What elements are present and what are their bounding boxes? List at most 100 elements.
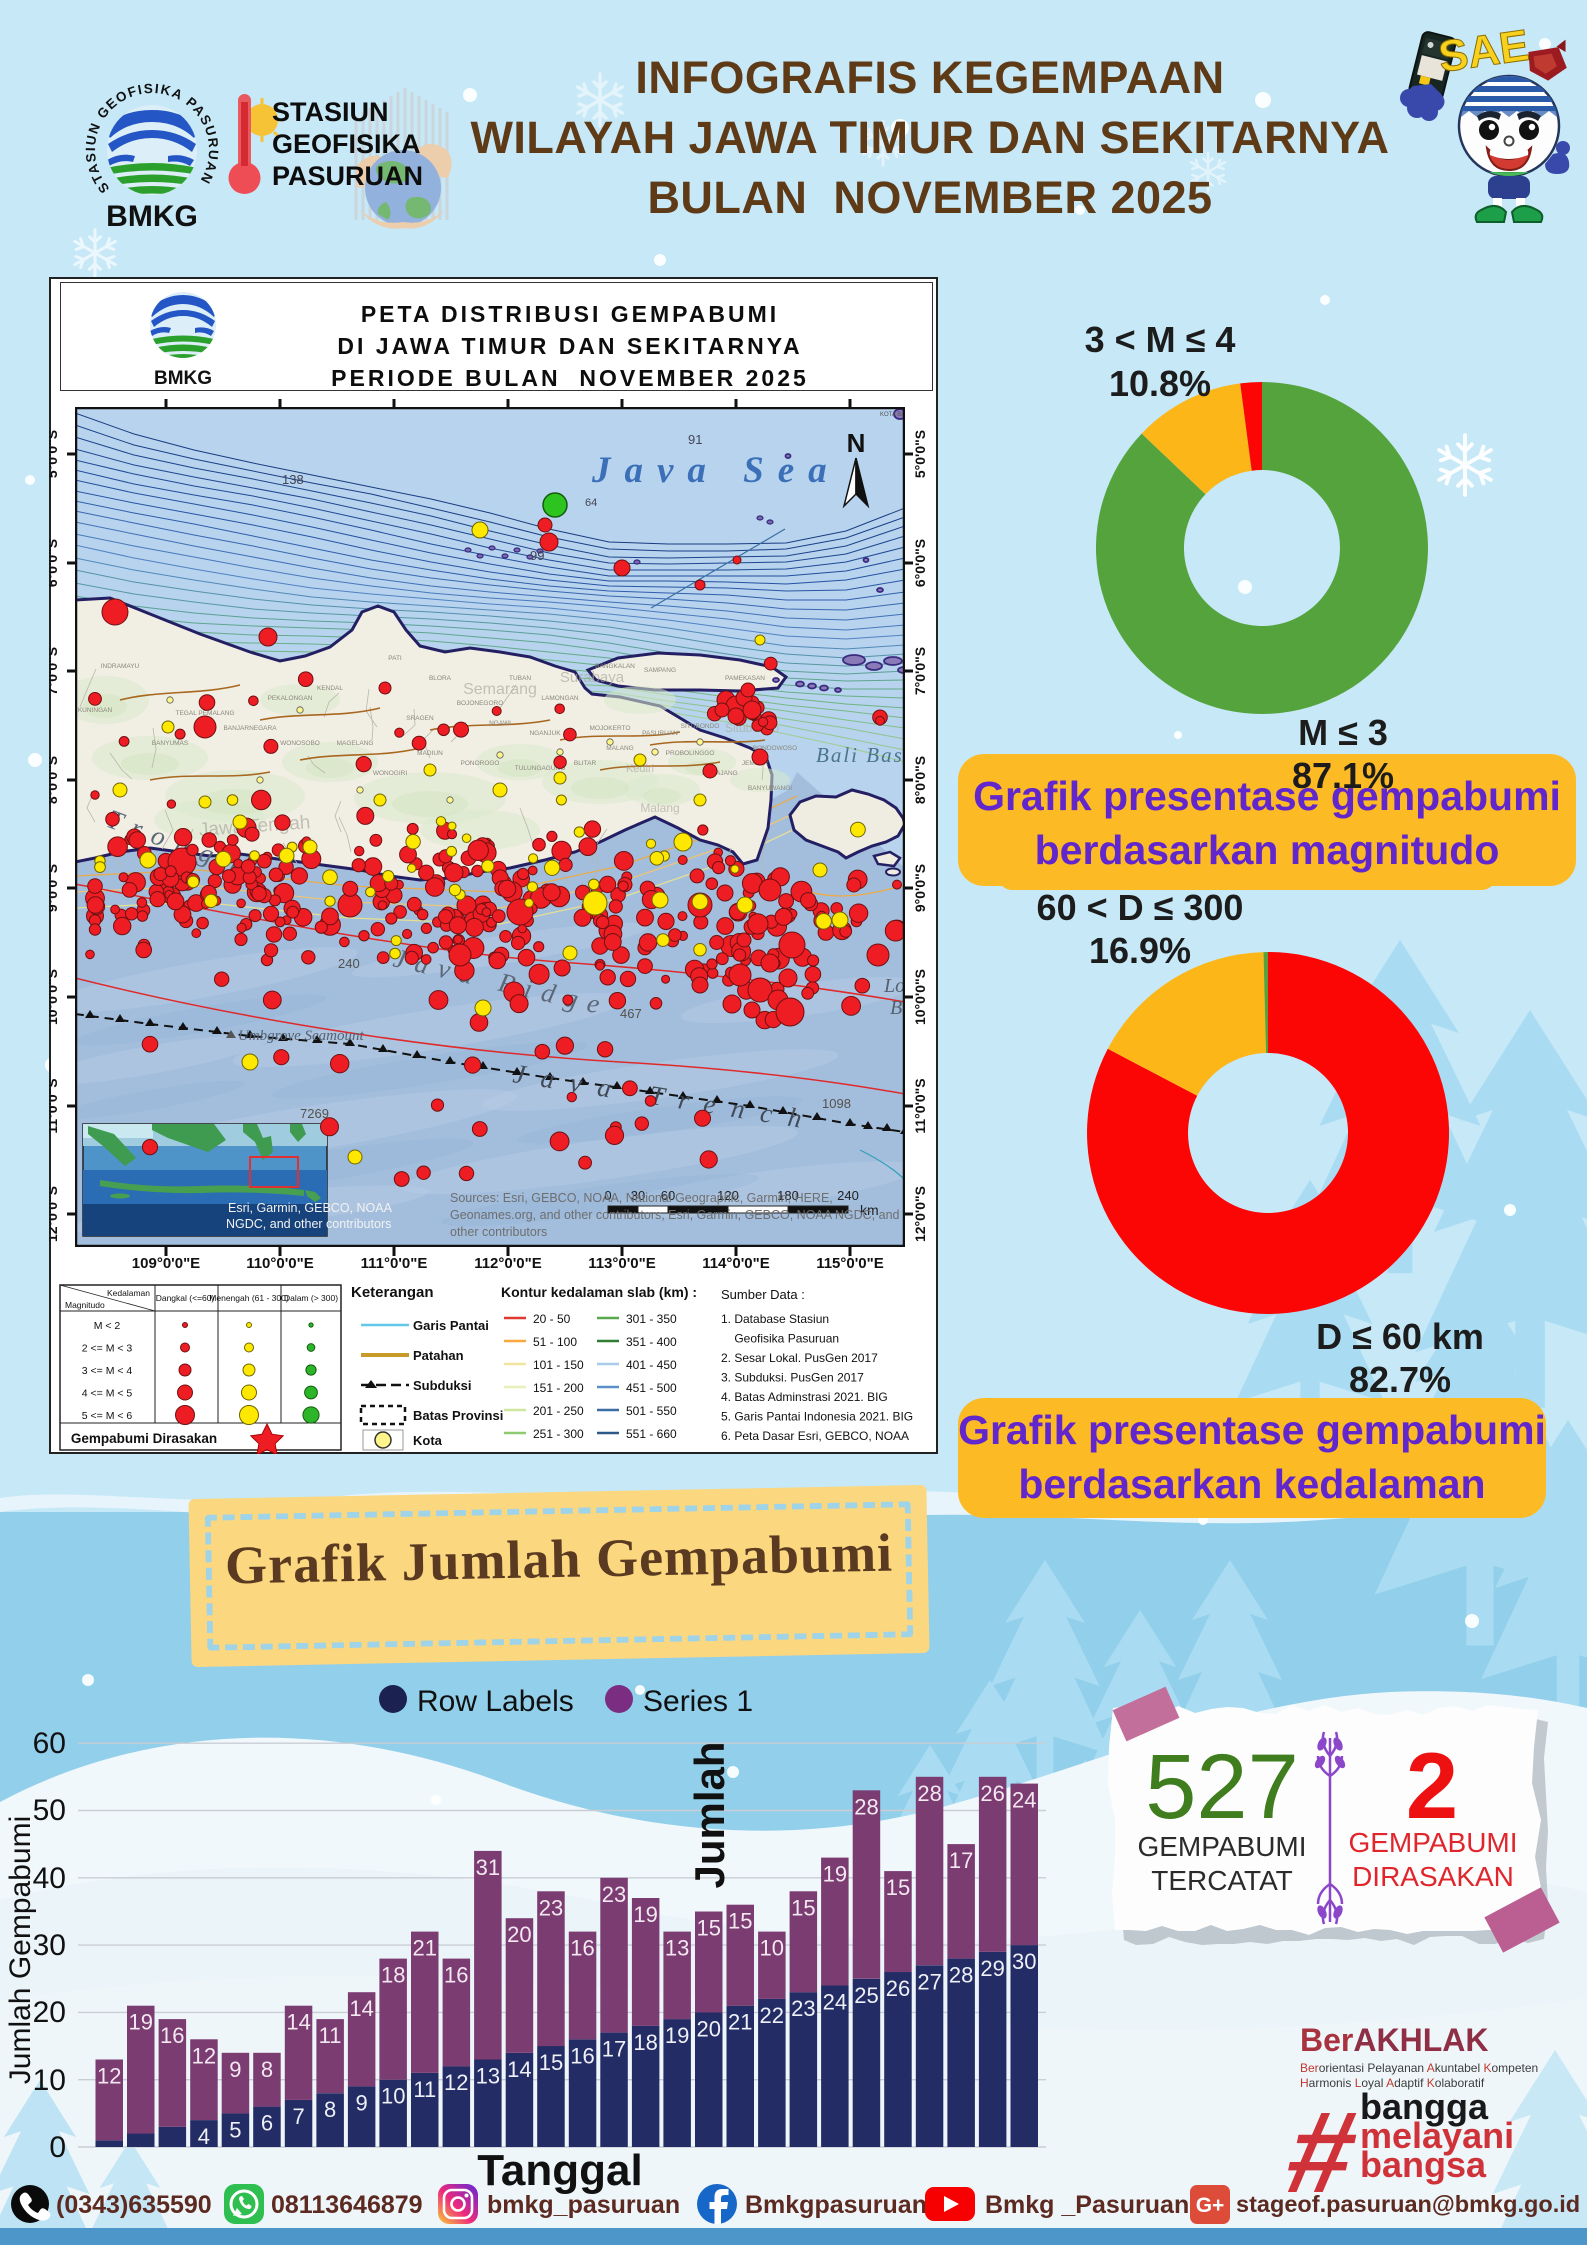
svg-text:240: 240 <box>837 1188 859 1203</box>
svg-text:10.8%: 10.8% <box>1109 363 1211 404</box>
svg-text:20: 20 <box>33 1996 66 2029</box>
svg-text:Subduksi: Subduksi <box>413 1378 472 1393</box>
svg-text:BONDOWOSO: BONDOWOSO <box>753 745 797 752</box>
svg-text:BLITAR: BLITAR <box>574 760 597 767</box>
svg-text:NGANJUK: NGANJUK <box>529 730 561 737</box>
svg-text:201 - 250: 201 - 250 <box>533 1404 584 1418</box>
svg-text:PROBOLINGGO: PROBOLINGGO <box>666 750 715 757</box>
svg-text:16: 16 <box>444 1963 468 1988</box>
svg-text:MOJOKERTO: MOJOKERTO <box>590 725 631 732</box>
svg-text:13: 13 <box>665 1936 689 1961</box>
svg-text:13: 13 <box>476 2064 500 2089</box>
svg-text:Dangkal (<=60): Dangkal (<=60) <box>156 1293 215 1303</box>
svg-text:60: 60 <box>661 1188 675 1203</box>
svg-text:16: 16 <box>570 1936 594 1961</box>
svg-text:11: 11 <box>413 2077 436 2102</box>
svg-text:G+: G+ <box>1196 2194 1225 2217</box>
svg-text:N: N <box>847 428 866 458</box>
svg-text:Tanggal: Tanggal <box>477 2146 642 2195</box>
svg-text:87.1%: 87.1% <box>1292 755 1394 796</box>
svg-text:Patahan: Patahan <box>413 1348 464 1363</box>
svg-text:stageof.pasuruan@bmkg.go.id: stageof.pasuruan@bmkg.go.id <box>1236 2191 1580 2217</box>
svg-text:21: 21 <box>728 2010 752 2035</box>
svg-text:3 < M ≤ 4: 3 < M ≤ 4 <box>1085 319 1236 360</box>
svg-text:Ba: Ba <box>890 997 905 1019</box>
svg-text:5 <= M < 6: 5 <= M < 6 <box>82 1410 133 1422</box>
svg-text:40: 40 <box>33 1862 66 1895</box>
svg-text:18: 18 <box>633 2030 657 2055</box>
svg-text:60 < D ≤ 300: 60 < D ≤ 300 <box>1037 887 1244 928</box>
svg-text:51 - 100: 51 - 100 <box>533 1335 577 1349</box>
svg-text:Series 1: Series 1 <box>643 1685 753 1718</box>
svg-text:19: 19 <box>633 1902 657 1927</box>
svg-text:551 - 660: 551 - 660 <box>626 1427 677 1441</box>
svg-text:GEMPABUMI: GEMPABUMI <box>1137 1831 1306 1862</box>
svg-text:113°0'0"E: 113°0'0"E <box>588 1255 656 1272</box>
svg-text:64: 64 <box>585 497 597 509</box>
svg-text:351 - 400: 351 - 400 <box>626 1335 677 1349</box>
svg-text:15: 15 <box>696 1916 720 1941</box>
svg-text:SITUBONDO: SITUBONDO <box>681 723 720 730</box>
svg-text:15: 15 <box>791 1895 815 1920</box>
svg-text:4 <= M < 5: 4 <= M < 5 <box>82 1388 133 1400</box>
svg-text:Kedalaman: Kedalaman <box>107 1288 150 1298</box>
svg-text:10°0'0"S: 10°0'0"S <box>49 969 60 1025</box>
svg-text:MADIUN: MADIUN <box>417 750 443 757</box>
svg-text:other contributors: other contributors <box>450 1225 547 1239</box>
svg-text:Menengah (61 - 300): Menengah (61 - 300) <box>209 1293 289 1303</box>
svg-text:10°0'0"S: 10°0'0"S <box>912 969 928 1025</box>
svg-text:1098: 1098 <box>822 1096 851 1111</box>
svg-text:22: 22 <box>760 2003 784 2028</box>
svg-text:M ≤ 3: M ≤ 3 <box>1298 712 1388 753</box>
svg-text:28: 28 <box>854 1794 878 1819</box>
svg-text:KENDAL: KENDAL <box>317 685 343 692</box>
svg-text:10: 10 <box>381 2084 405 2109</box>
svg-text:Row Labels: Row Labels <box>417 1685 574 1718</box>
svg-text:527: 527 <box>1145 1736 1299 1838</box>
svg-text:M < 2: M < 2 <box>94 1320 121 1332</box>
svg-text:114°0'0"E: 114°0'0"E <box>702 1255 770 1272</box>
svg-text:D ≤ 60 km: D ≤ 60 km <box>1316 1316 1484 1357</box>
svg-text:4: 4 <box>198 2124 210 2149</box>
svg-text:8: 8 <box>261 2057 273 2082</box>
svg-text:12: 12 <box>97 2064 121 2089</box>
svg-text:6. Peta Dasar Esri, GEBCO, NOA: 6. Peta Dasar Esri, GEBCO, NOAA <box>721 1429 909 1443</box>
svg-text:14: 14 <box>286 2010 310 2035</box>
svg-text:3 <= M < 4: 3 <= M < 4 <box>82 1365 133 1377</box>
svg-text:451 - 500: 451 - 500 <box>626 1381 677 1395</box>
svg-text:BANYUWANGI: BANYUWANGI <box>748 785 792 792</box>
svg-text:240: 240 <box>338 956 360 971</box>
svg-text:11°0'0"S: 11°0'0"S <box>912 1078 928 1133</box>
svg-text:7: 7 <box>292 2104 304 2129</box>
svg-text:112°0'0"E: 112°0'0"E <box>474 1255 542 1272</box>
svg-text:Batas Provinsi: Batas Provinsi <box>413 1408 503 1423</box>
svg-text:5. Garis Pantai Indonesia 2021: 5. Garis Pantai Indonesia 2021. BIG <box>721 1410 913 1424</box>
svg-text:91: 91 <box>688 432 702 447</box>
svg-text:Surabaya: Surabaya <box>560 669 625 686</box>
svg-text:16: 16 <box>160 2023 184 2048</box>
svg-text:180: 180 <box>777 1188 799 1203</box>
svg-text:Lor: Lor <box>883 975 905 997</box>
svg-text:20: 20 <box>696 2016 720 2041</box>
svg-text:30: 30 <box>631 1188 645 1203</box>
svg-text:Magnitudo: Magnitudo <box>65 1300 105 1310</box>
svg-text:10: 10 <box>760 1936 784 1961</box>
svg-text:TEGAL PEMALANG: TEGAL PEMALANG <box>176 710 235 717</box>
svg-text:PAMEKASAN: PAMEKASAN <box>725 675 765 682</box>
svg-text:Kota: Kota <box>413 1433 443 1448</box>
svg-text:9°0'0"S: 9°0'0"S <box>912 864 928 912</box>
svg-text:8°0'0"S: 8°0'0"S <box>49 756 60 804</box>
svg-text:21: 21 <box>413 1936 437 1961</box>
svg-text:19: 19 <box>665 2023 689 2048</box>
svg-text:BMKG: BMKG <box>106 200 198 232</box>
svg-text:8: 8 <box>324 2097 336 2122</box>
svg-text:berdasarkan magnitudo: berdasarkan magnitudo <box>1035 827 1500 873</box>
svg-text:Kediri: Kediri <box>626 763 654 775</box>
svg-text:Garis Pantai: Garis Pantai <box>413 1318 489 1333</box>
svg-text:MAGELANG: MAGELANG <box>337 740 374 747</box>
svg-text:501 - 550: 501 - 550 <box>626 1404 677 1418</box>
svg-text:Bmkgpasuruan: Bmkgpasuruan <box>745 2191 927 2219</box>
svg-text:Kontur kedalaman slab (km) :: Kontur kedalaman slab (km) : <box>501 1284 697 1300</box>
svg-text:7°0'0"S: 7°0'0"S <box>912 647 928 695</box>
svg-text:19: 19 <box>823 1862 847 1887</box>
